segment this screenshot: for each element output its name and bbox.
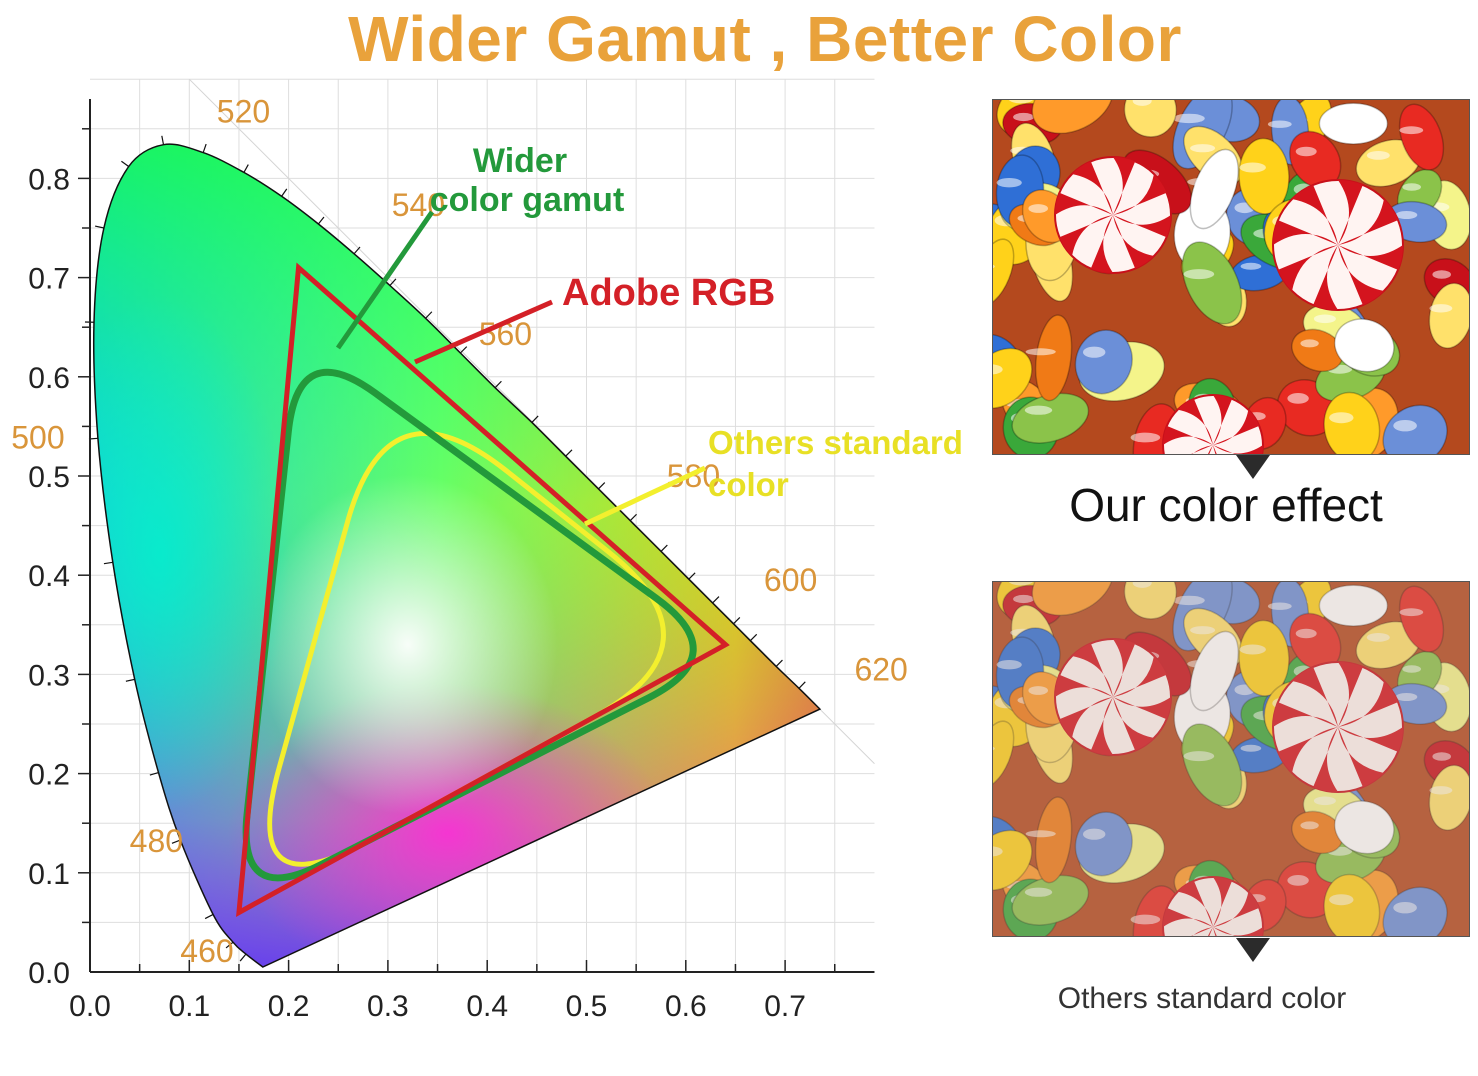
x-tick-label: 0.2 bbox=[268, 990, 310, 1023]
annotation-label: Wider bbox=[473, 142, 567, 180]
others-color-caption: Others standard color bbox=[1057, 982, 1347, 1015]
others-color-photo bbox=[992, 581, 1470, 937]
cie-chromaticity-chart: 0.0 0.1 0.2 0.3 0.4 0.5 0.6 0.7 0.0 0.1 0.2 0.3 0.4 0… bbox=[11, 78, 963, 1023]
leader-line-adobe bbox=[413, 299, 554, 365]
y-tick-label: 0.1 bbox=[28, 858, 70, 891]
wavelength-label-500: 500 bbox=[11, 419, 64, 455]
spectral-locus-fill bbox=[93, 144, 820, 967]
wavelength-tick bbox=[202, 143, 207, 153]
wavelength-tick bbox=[171, 839, 181, 844]
wavelength-label-620: 620 bbox=[854, 651, 907, 687]
leader-line-others bbox=[583, 465, 707, 527]
x-tick-label: 0.0 bbox=[69, 990, 111, 1023]
series-adobe-rgb bbox=[236, 262, 730, 917]
chart-axes: 0.0 0.1 0.2 0.3 0.4 0.5 0.6 0.7 0.0 0.1 0.2 0.3 0.4 0… bbox=[28, 99, 875, 1023]
y-tick-label: 0.3 bbox=[28, 659, 70, 692]
pointer-down-icon bbox=[1236, 938, 1270, 962]
annotation-label: Others standard bbox=[708, 424, 963, 461]
our-color-caption: Our color effect bbox=[1069, 479, 1383, 531]
x-tick-label: 0.5 bbox=[566, 990, 608, 1023]
spectral-locus bbox=[84, 135, 822, 968]
pointer-down-icon bbox=[1236, 455, 1270, 479]
wavelength-tick bbox=[798, 681, 806, 689]
wavelength-tick bbox=[425, 311, 433, 319]
wavelength-tick bbox=[712, 596, 720, 604]
chart-annotations: 460480500520540560580600620Widercolor ga… bbox=[11, 94, 963, 970]
wavelength-tick bbox=[389, 278, 397, 286]
x-tick-label: 0.3 bbox=[367, 990, 409, 1023]
wavelength-tick bbox=[243, 164, 249, 173]
wavelength-label-540: 540 bbox=[392, 187, 445, 223]
annotation-label: color gamut bbox=[430, 181, 625, 219]
y-tick-label: 0.0 bbox=[28, 957, 70, 990]
wavelength-tick bbox=[565, 449, 573, 457]
wavelength-tick bbox=[317, 216, 325, 225]
wavelength-tick bbox=[733, 617, 741, 625]
wavelength-tick bbox=[103, 561, 113, 565]
wavelength-tick bbox=[204, 913, 214, 920]
series-wider-color-gamut bbox=[242, 368, 697, 882]
wavelength-tick bbox=[775, 659, 783, 667]
wavelength-tick bbox=[494, 380, 502, 389]
y-tick-label: 0.8 bbox=[28, 163, 70, 196]
annotation-label: Adobe RGB bbox=[562, 272, 775, 314]
annotation-label: color bbox=[708, 466, 789, 503]
leader-line-wider bbox=[335, 210, 435, 350]
x-tick-label: 0.4 bbox=[466, 990, 508, 1023]
y-tick-label: 0.5 bbox=[28, 461, 70, 494]
wavelength-tick bbox=[121, 160, 130, 167]
wavelength-label-480: 480 bbox=[130, 823, 183, 859]
wavelength-tick bbox=[281, 188, 288, 197]
y-tick-label: 0.4 bbox=[28, 560, 70, 593]
wavelength-tick bbox=[353, 246, 361, 255]
wavelength-label-460: 460 bbox=[180, 933, 233, 969]
wavelength-label-600: 600 bbox=[764, 562, 817, 598]
wavelength-tick bbox=[531, 415, 539, 423]
x-tick-label: 0.1 bbox=[168, 990, 210, 1023]
y-tick-label: 0.6 bbox=[28, 362, 70, 395]
fill-white-point bbox=[257, 474, 558, 815]
wavelength-label-520: 520 bbox=[217, 94, 270, 130]
wavelength-tick bbox=[597, 482, 606, 490]
wavelength-tick bbox=[225, 941, 234, 949]
wavelength-tick bbox=[161, 135, 165, 145]
series-others-standard-color bbox=[267, 431, 666, 867]
y-tick-label: 0.2 bbox=[28, 759, 70, 792]
y-tick-label: 0.7 bbox=[28, 263, 70, 296]
wavelength-tick bbox=[660, 544, 668, 552]
wavelength-tick bbox=[749, 633, 758, 642]
wavelength-tick bbox=[688, 572, 696, 580]
page-title: Wider Gamut , Better Color bbox=[348, 3, 1182, 75]
wavelength-tick bbox=[94, 225, 105, 229]
wavelength-tick bbox=[149, 772, 159, 776]
our-color-photo bbox=[992, 99, 1470, 455]
wavelength-tick bbox=[459, 346, 468, 354]
spectral-locus-outline bbox=[92, 143, 822, 968]
wavelength-tick bbox=[239, 953, 247, 962]
wavelength-tick bbox=[629, 513, 637, 522]
wavelength-tick bbox=[125, 678, 135, 682]
x-tick-label: 0.6 bbox=[665, 990, 707, 1023]
x-tick-label: 0.7 bbox=[764, 990, 806, 1023]
gamut-series bbox=[236, 262, 730, 917]
